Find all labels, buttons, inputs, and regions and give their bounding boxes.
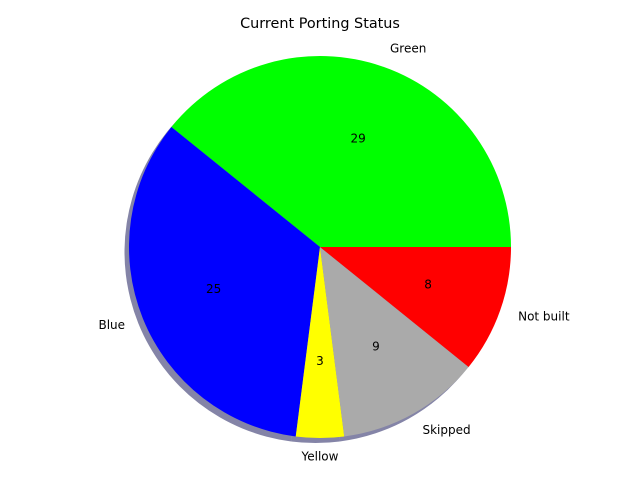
- slice-label-yellow: Yellow: [301, 450, 339, 464]
- slice-label-green: Green: [390, 41, 426, 55]
- pie-slice-not-built: [320, 247, 511, 367]
- pie-slices: [129, 56, 511, 438]
- pie-slice-skipped: [320, 247, 469, 437]
- slice-label-not-built: Not built: [518, 309, 570, 323]
- pie-slice-yellow: [295, 247, 345, 438]
- chart-title: Current Porting Status: [240, 16, 400, 32]
- pie-slice-green: [171, 56, 511, 248]
- slice-value-not-built: 8: [424, 278, 432, 292]
- slice-value-blue: 25: [206, 282, 221, 296]
- pie-labels: Green 29 Blue 25 Yellow 3 Skipped 9 Not built 8: [98, 41, 569, 463]
- pie-slice-blue: [129, 127, 320, 437]
- slice-value-skipped: 9: [372, 340, 380, 354]
- slice-value-green: 29: [351, 131, 366, 145]
- slice-label-skipped: Skipped: [422, 423, 470, 437]
- slice-value-yellow: 3: [316, 354, 324, 368]
- slice-label-blue: Blue: [98, 318, 125, 332]
